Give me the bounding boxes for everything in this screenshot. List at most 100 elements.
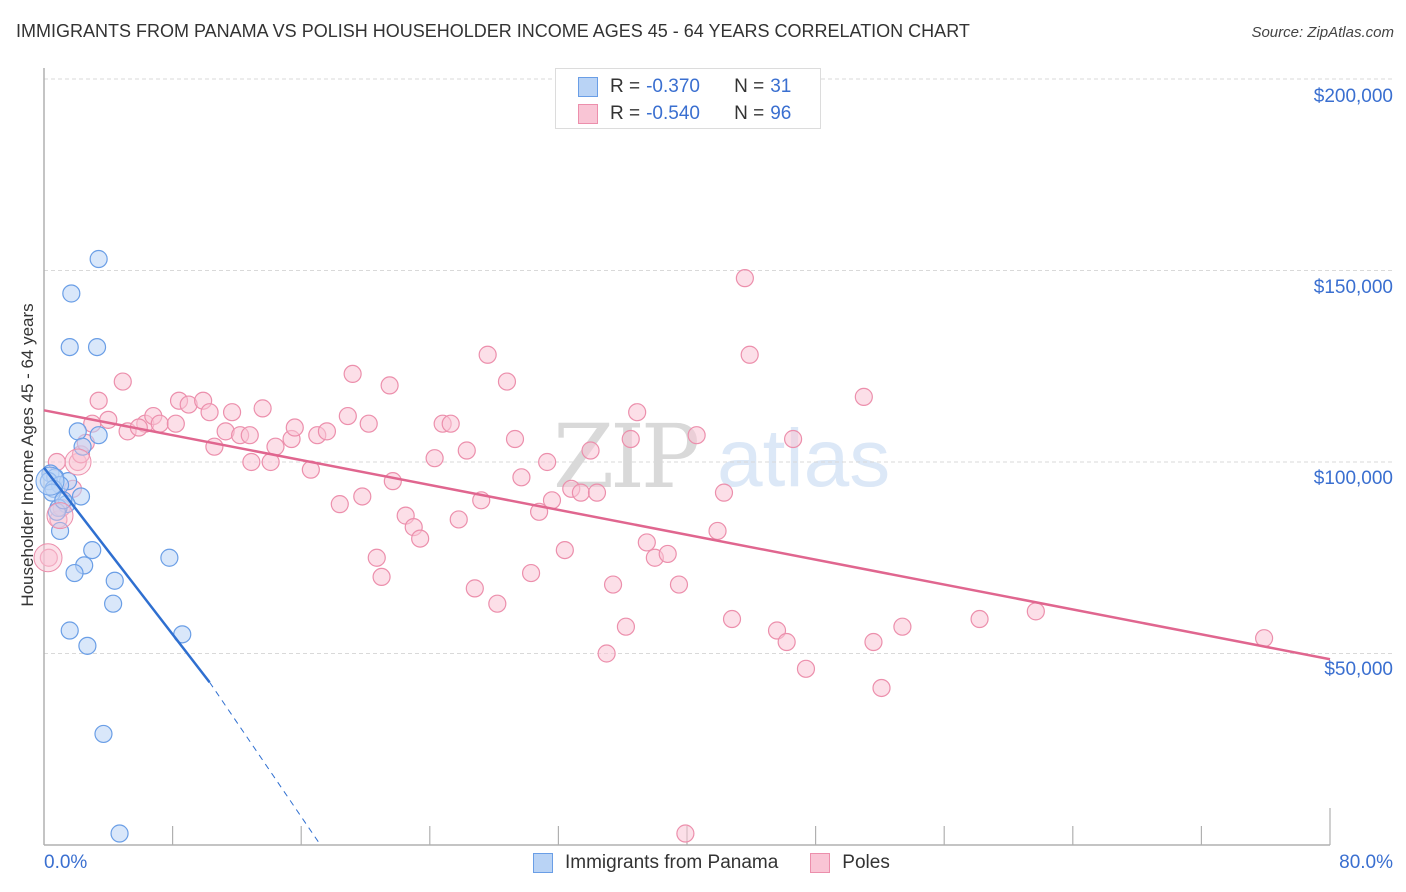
data-point: [383, 472, 402, 491]
data-point: [587, 483, 607, 502]
data-point: [87, 338, 107, 357]
legend-item-panama[interactable]: Immigrants from Panama: [533, 852, 778, 874]
panama-legend-swatch-icon: [533, 853, 553, 873]
poles-trend-line: [43, 409, 1331, 661]
data-point: [105, 571, 124, 590]
y-tick-150000: $150,000: [1313, 277, 1393, 298]
chart-title: IMMIGRANTS FROM PANAMA VS POLISH HOUSEHO…: [16, 21, 970, 41]
n-value: 31: [770, 76, 792, 97]
data-point: [735, 269, 754, 288]
data-point: [99, 410, 118, 429]
data-point: [597, 644, 616, 663]
data-point: [478, 345, 497, 364]
data-point: [253, 399, 272, 418]
data-point: [94, 724, 113, 744]
n-label: N =: [734, 76, 765, 97]
data-point: [616, 617, 636, 636]
data-point: [465, 579, 484, 598]
data-point: [359, 414, 378, 433]
n-label: N =: [734, 103, 765, 124]
data-point: [555, 540, 574, 560]
data-point: [266, 437, 285, 456]
legend-item-poles[interactable]: Poles: [810, 852, 890, 874]
data-point-large: [35, 466, 65, 496]
panama-swatch-icon: [578, 77, 598, 97]
y-tick-100000: $100,000: [1313, 468, 1393, 489]
data-point: [722, 609, 742, 629]
data-point: [521, 563, 541, 583]
data-point: [89, 426, 108, 445]
data-point: [330, 495, 349, 514]
data-point: [205, 437, 224, 456]
data-point: [240, 426, 259, 445]
data-point: [603, 575, 623, 594]
data-point: [71, 487, 91, 506]
data-point: [676, 824, 695, 843]
r-value: -0.540: [646, 103, 700, 124]
data-point: [60, 621, 79, 640]
data-point: [113, 372, 132, 391]
data-point: [160, 548, 179, 567]
data-point: [166, 414, 185, 433]
data-point: [62, 284, 81, 303]
data-point: [372, 567, 391, 587]
data-point: [343, 364, 362, 384]
data-point: [872, 678, 891, 698]
data-point: [353, 487, 372, 506]
x-tick-min: 0.0%: [44, 852, 88, 873]
data-point: [50, 521, 70, 541]
stats-legend: R = -0.370 N = 31 R = -0.540 N = 96: [555, 68, 821, 129]
data-point: [441, 414, 460, 433]
data-point: [65, 563, 84, 583]
n-value: 96: [770, 103, 792, 124]
stats-legend-row-poles: R = -0.540 N = 96: [578, 102, 791, 126]
data-point: [78, 636, 97, 655]
data-point: [669, 575, 689, 594]
r-label: R =: [610, 76, 641, 97]
data-point: [740, 345, 759, 364]
data-point: [242, 452, 261, 472]
data-point: [970, 609, 989, 629]
r-value: -0.370: [646, 76, 700, 97]
data-point: [449, 510, 468, 529]
data-point: [222, 403, 242, 422]
data-point: [89, 391, 108, 410]
data-point-large: [64, 448, 92, 476]
data-point: [497, 372, 517, 391]
data-point: [457, 441, 476, 460]
data-point: [621, 429, 640, 449]
legend-label-poles: Poles: [842, 852, 890, 873]
data-point: [538, 452, 557, 472]
data-point: [411, 529, 430, 548]
data-point: [854, 387, 873, 406]
data-point: [783, 429, 803, 449]
data-point: [581, 441, 600, 460]
watermark-atlas: atlas: [717, 413, 891, 504]
data-point: [658, 544, 677, 564]
panama-trend-extension: [209, 681, 321, 846]
data-point: [637, 533, 656, 552]
data-point: [200, 403, 219, 422]
data-point: [73, 437, 92, 456]
stats-legend-row-panama: R = -0.370 N = 31: [578, 75, 791, 99]
y-axis-label: Householder Income Ages 45 - 64 years: [18, 303, 37, 607]
data-point: [285, 418, 304, 437]
data-point: [338, 406, 357, 426]
panama-trend-line: [43, 466, 211, 683]
data-point: [367, 548, 386, 567]
data-point: [708, 521, 727, 541]
data-point: [380, 376, 399, 395]
y-tick-50000: $50,000: [1324, 659, 1393, 680]
series-legend: Immigrants from Panama Poles: [533, 852, 922, 874]
data-point: [512, 468, 531, 487]
data-point: [317, 422, 337, 441]
data-point: [425, 449, 444, 468]
data-point: [505, 429, 525, 449]
data-point-large: [33, 543, 63, 573]
r-label: R =: [610, 103, 641, 124]
legend-label-panama: Immigrants from Panama: [565, 852, 779, 873]
data-point: [104, 594, 123, 613]
y-tick-200000: $200,000: [1313, 86, 1393, 107]
poles-legend-swatch-icon: [810, 853, 831, 873]
